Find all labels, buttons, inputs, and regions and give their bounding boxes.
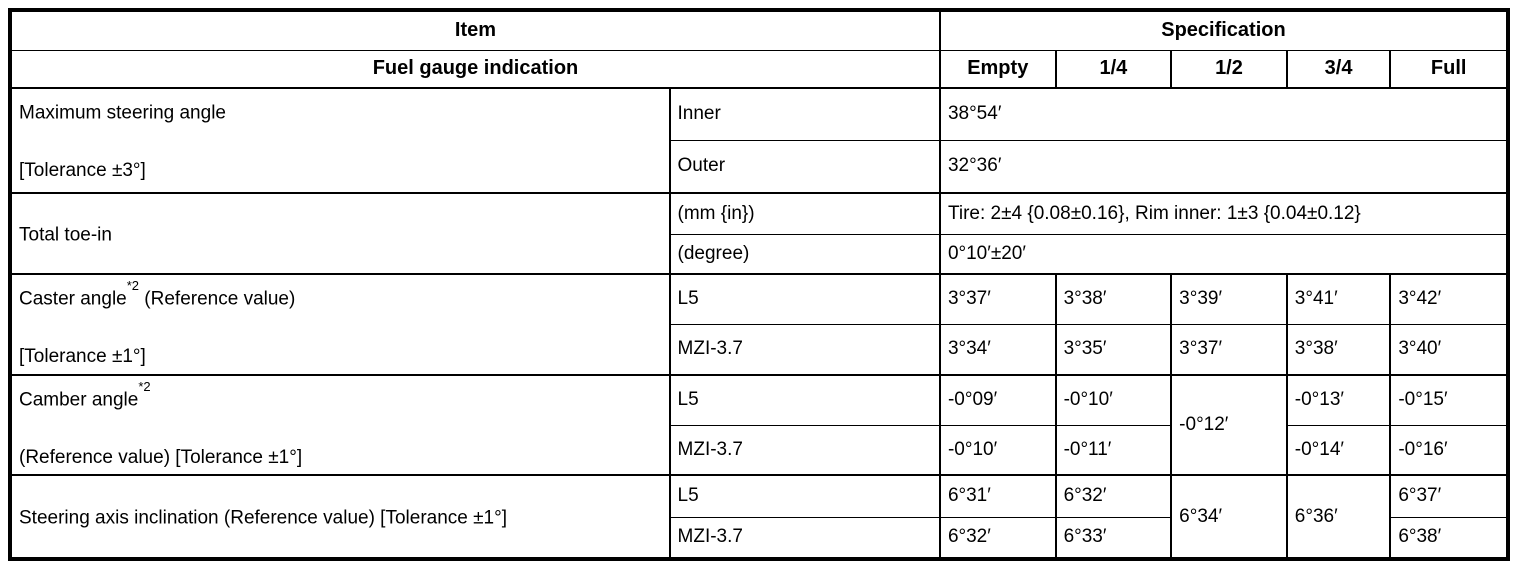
fuel-level-header-full: Full <box>1389 49 1509 89</box>
spec-value-cell-merged: 6°36′ <box>1285 474 1392 560</box>
sub-item-degree: (degree) <box>668 233 941 275</box>
spec-value-outer: 32°36′ <box>938 139 1510 194</box>
group-label-maximum-steering-angle: Maximum steering angle [Tolerance ±3°] <box>9 87 671 194</box>
spec-value-cell: 3°35′ <box>1054 323 1173 376</box>
footnote-marker: *2 <box>138 379 151 394</box>
sub-item-inner: Inner <box>668 87 941 141</box>
spec-value-cell: 6°31′ <box>938 474 1057 518</box>
sub-item-mm-in: (mm {in}) <box>668 192 941 235</box>
spec-value-cell: 3°39′ <box>1170 273 1288 325</box>
group-label-line1: Caster angle*2 (Reference value) <box>19 278 296 310</box>
spec-value-cell: 6°33′ <box>1054 516 1173 560</box>
spec-value-cell: 3°40′ <box>1389 323 1509 376</box>
group-label-line1: Camber angle*2 <box>19 379 151 411</box>
item-header: Item <box>9 9 941 51</box>
spec-value-cell: 6°38′ <box>1389 516 1509 560</box>
sub-item-l5: L5 <box>668 374 941 426</box>
sub-item-l5: L5 <box>668 474 941 518</box>
group-label-steering-axis-inclination: Steering axis inclination (Reference val… <box>9 474 671 560</box>
group-label-camber-angle: Camber angle*2 (Reference value) [Tolera… <box>9 374 671 476</box>
spec-value-cell: 3°38′ <box>1285 323 1392 376</box>
group-label-line2: [Tolerance ±1°] <box>19 346 146 368</box>
sub-item-mzi-3-7: MZI-3.7 <box>668 424 941 476</box>
spec-value-cell: -0°11′ <box>1054 424 1173 476</box>
spec-value-cell: 3°37′ <box>938 273 1057 325</box>
spec-value-cell: 3°34′ <box>938 323 1057 376</box>
spec-value-cell: -0°10′ <box>938 424 1057 476</box>
fuel-gauge-indication-header: Fuel gauge indication <box>9 49 941 89</box>
group-label-caster-angle: Caster angle*2 (Reference value) [Tolera… <box>9 273 671 376</box>
spec-value-cell: -0°09′ <box>938 374 1057 426</box>
group-label-line1: Maximum steering angle <box>19 102 226 124</box>
group-label-line2: [Tolerance ±3°] <box>19 160 146 182</box>
spec-value-cell: -0°16′ <box>1389 424 1509 476</box>
fuel-level-header-three-quarter: 3/4 <box>1285 49 1392 89</box>
group-label-total-toe-in: Total toe-in <box>9 192 671 275</box>
spec-value-cell-merged: 6°34′ <box>1170 474 1288 560</box>
spec-value-inner: 38°54′ <box>938 87 1510 141</box>
wheel-alignment-specification-table: Item Specification Fuel gauge indication… <box>8 8 1510 561</box>
spec-value-cell: -0°14′ <box>1285 424 1392 476</box>
footnote-marker: *2 <box>126 278 140 293</box>
spec-value-cell: 6°32′ <box>938 516 1057 560</box>
sub-item-mzi-3-7: MZI-3.7 <box>668 516 941 560</box>
fuel-level-header-empty: Empty <box>938 49 1057 89</box>
group-label-line1: Total toe-in <box>19 224 112 246</box>
spec-value-cell: 6°32′ <box>1054 474 1173 518</box>
sub-item-outer: Outer <box>668 139 941 194</box>
group-label-line2: (Reference value) [Tolerance ±1°] <box>19 447 303 469</box>
spec-value-toe-in-degree: 0°10′±20′ <box>938 233 1510 275</box>
specification-header: Specification <box>938 9 1510 51</box>
spec-value-cell: 3°38′ <box>1054 273 1173 325</box>
spec-value-cell: -0°13′ <box>1285 374 1392 426</box>
spec-value-cell: 3°41′ <box>1285 273 1392 325</box>
group-label-line1: Steering axis inclination (Reference val… <box>19 507 507 529</box>
fuel-level-header-quarter: 1/4 <box>1054 49 1173 89</box>
sub-item-mzi-3-7: MZI-3.7 <box>668 323 941 376</box>
spec-value-cell-merged: -0°12′ <box>1170 374 1288 476</box>
spec-value-cell: -0°15′ <box>1389 374 1509 426</box>
fuel-level-header-half: 1/2 <box>1170 49 1288 89</box>
spec-value-cell: 6°37′ <box>1389 474 1509 518</box>
spec-value-toe-in-mm: Tire: 2±4 {0.08±0.16}, Rim inner: 1±3 {0… <box>938 192 1510 235</box>
sub-item-l5: L5 <box>668 273 941 325</box>
spec-value-cell: 3°37′ <box>1170 323 1288 376</box>
spec-value-cell: 3°42′ <box>1389 273 1509 325</box>
spec-value-cell: -0°10′ <box>1054 374 1173 426</box>
